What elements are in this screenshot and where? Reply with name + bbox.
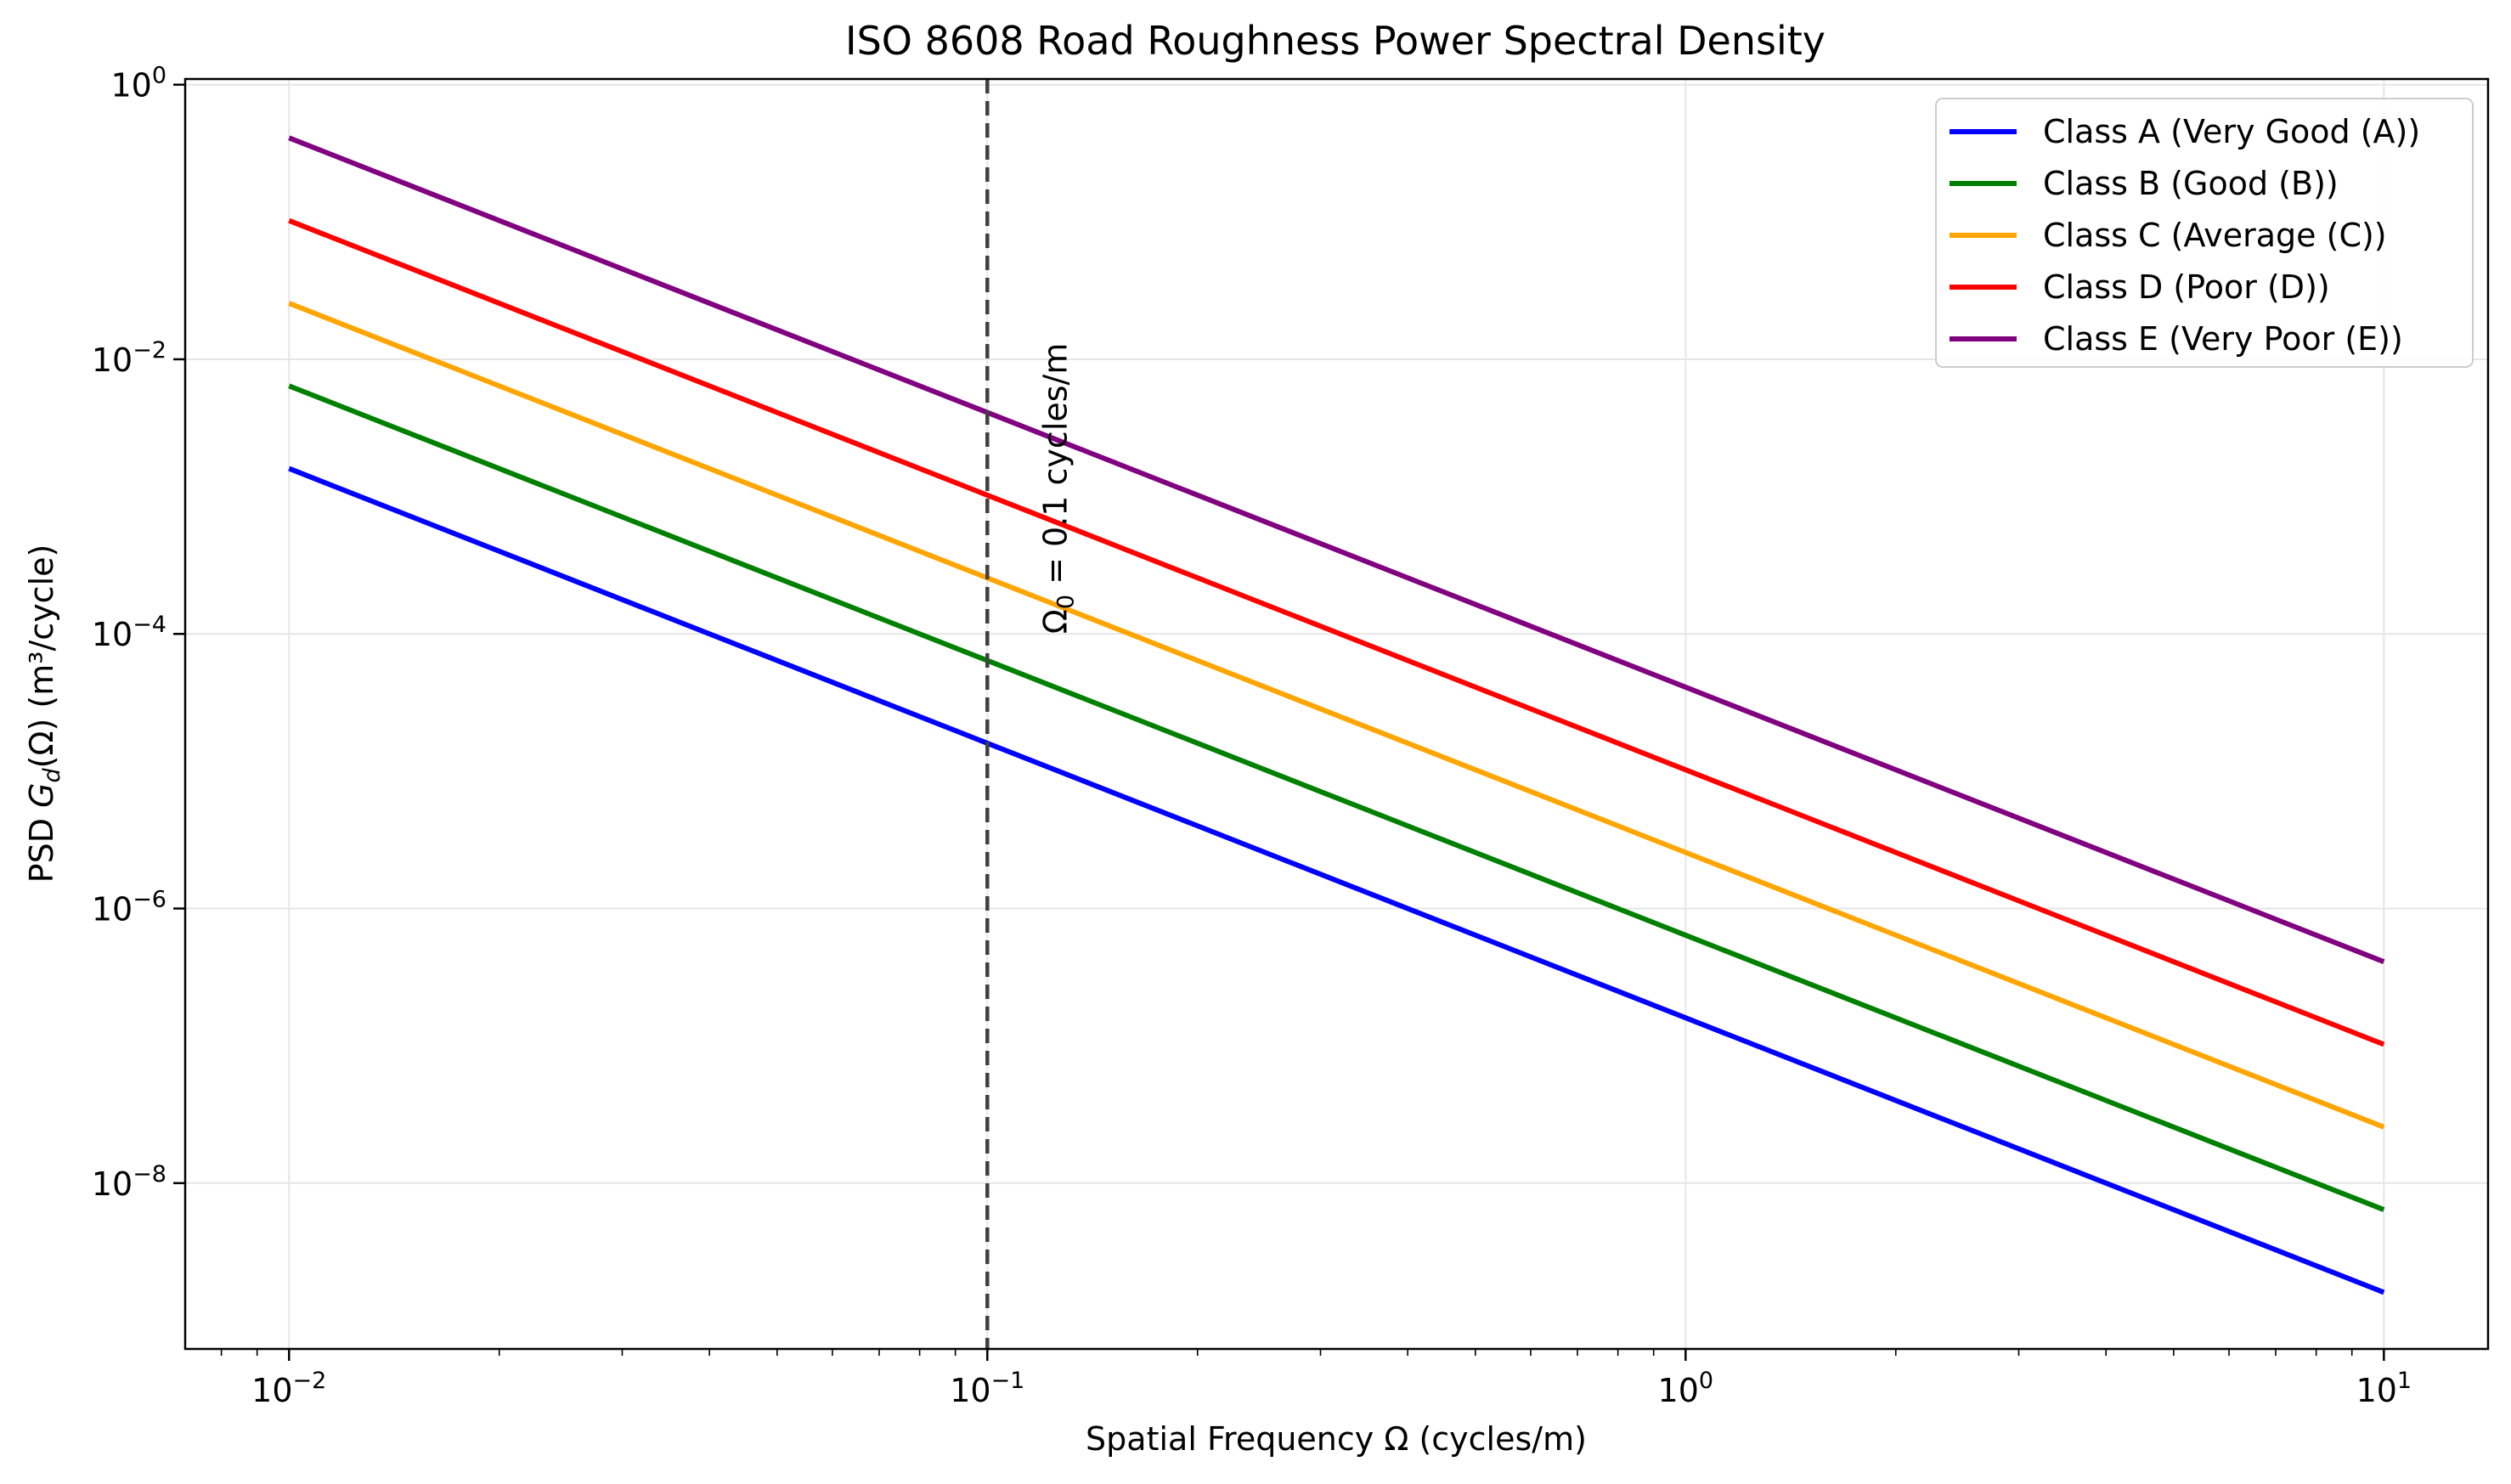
- series-line: [288, 217, 2385, 1047]
- annotation-symbol: Ω: [1036, 609, 1074, 634]
- legend-box: [1935, 98, 2474, 368]
- x-tick-label: 101: [2356, 1368, 2412, 1409]
- y-tick-label: 10−4: [92, 612, 166, 653]
- annotation-group: Ω0 = 0.1 cycles/m: [1036, 343, 1079, 635]
- series-group: [288, 135, 2385, 1295]
- plot-frame: [183, 77, 2490, 1351]
- x-tick-label-exponent: −2: [293, 1368, 327, 1394]
- y-tick-label-base: 10: [92, 616, 133, 653]
- series-line: [288, 135, 2385, 964]
- y-axis-label-subscript: d: [39, 767, 65, 782]
- series-line: [288, 466, 2385, 1295]
- annotation-text: = 0.1 cycles/m: [1036, 343, 1074, 595]
- x-axis-label: Spatial Frequency Ω (cycles/m): [1086, 1420, 1587, 1458]
- legend-label: Class E (Very Poor (E)): [2043, 320, 2403, 358]
- x-tick-label: 10−1: [950, 1368, 1024, 1409]
- reference-annotation: Ω0 = 0.1 cycles/m: [1036, 343, 1079, 635]
- y-tick-label-exponent: −4: [133, 612, 166, 638]
- y-tick-label-base: 10: [92, 1165, 133, 1203]
- x-tick-label-base: 10: [251, 1372, 292, 1409]
- y-axis-label-symbol: G: [23, 782, 60, 807]
- y-tick-label: 10−6: [92, 887, 166, 928]
- y-tick-label-exponent: −6: [133, 887, 166, 913]
- x-tick-label-exponent: 0: [1699, 1368, 1713, 1394]
- x-tick-label: 10−2: [251, 1368, 326, 1409]
- y-tick-label-base: 10: [92, 341, 133, 379]
- x-tick-label: 100: [1658, 1368, 1714, 1409]
- x-tick-label-exponent: 1: [2397, 1368, 2412, 1394]
- x-tick-label-base: 10: [950, 1372, 990, 1409]
- y-tick-label: 10−2: [92, 337, 166, 379]
- x-tick-label-base: 10: [2356, 1372, 2397, 1409]
- legend-label: Class A (Very Good (A)): [2043, 113, 2420, 150]
- annotation-subscript: 0: [1052, 595, 1079, 609]
- x-tick-label-exponent: −1: [991, 1368, 1025, 1394]
- x-tick-label-base: 10: [1658, 1372, 1699, 1409]
- y-tick-label-base: 10: [92, 891, 133, 928]
- series-line: [288, 383, 2385, 1212]
- y-axis-label-prefix: PSD: [23, 808, 60, 883]
- y-axis-label: PSD Gd(Ω) (m³/cycle): [23, 545, 65, 883]
- y-tick-label-exponent: −2: [133, 337, 166, 364]
- grid: [185, 79, 2488, 1349]
- series-line: [288, 301, 2385, 1130]
- legend-label: Class B (Good (B)): [2043, 165, 2339, 202]
- y-tick-label: 100: [110, 63, 166, 104]
- y-tick-label-exponent: 0: [152, 63, 166, 89]
- chart-title: ISO 8608 Road Roughness Power Spectral D…: [845, 18, 1825, 64]
- y-axis-label-suffix: (Ω) (m³/cycle): [23, 545, 60, 769]
- legend: Class A (Very Good (A)) Class B (Good (B)…: [1935, 98, 2474, 368]
- y-tick-label-base: 10: [110, 67, 151, 104]
- legend-label: Class C (Average (C)): [2043, 217, 2387, 254]
- legend-label: Class D (Poor (D)): [2043, 268, 2330, 306]
- y-tick-label-exponent: −8: [133, 1161, 166, 1188]
- y-tick-label: 10−8: [92, 1161, 166, 1203]
